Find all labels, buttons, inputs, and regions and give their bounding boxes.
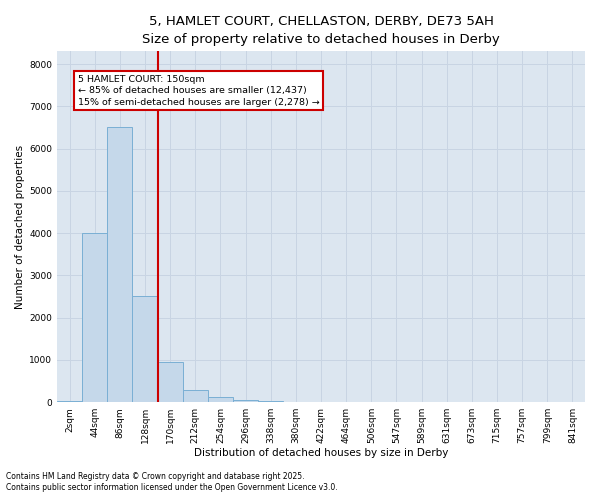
Text: 5 HAMLET COURT: 150sqm
← 85% of detached houses are smaller (12,437)
15% of semi: 5 HAMLET COURT: 150sqm ← 85% of detached…: [77, 74, 319, 107]
Bar: [133, 296, 158, 402]
Text: Contains HM Land Registry data © Crown copyright and database right 2025.
Contai: Contains HM Land Registry data © Crown c…: [6, 472, 338, 492]
Bar: [57, 401, 82, 402]
Bar: [208, 397, 233, 402]
Y-axis label: Number of detached properties: Number of detached properties: [15, 144, 25, 309]
Title: 5, HAMLET COURT, CHELLASTON, DERBY, DE73 5AH
Size of property relative to detach: 5, HAMLET COURT, CHELLASTON, DERBY, DE73…: [142, 15, 500, 46]
Bar: [183, 390, 208, 402]
Bar: [107, 128, 133, 402]
Bar: [82, 233, 107, 402]
Bar: [233, 400, 258, 402]
X-axis label: Distribution of detached houses by size in Derby: Distribution of detached houses by size …: [194, 448, 448, 458]
Bar: [158, 362, 183, 402]
